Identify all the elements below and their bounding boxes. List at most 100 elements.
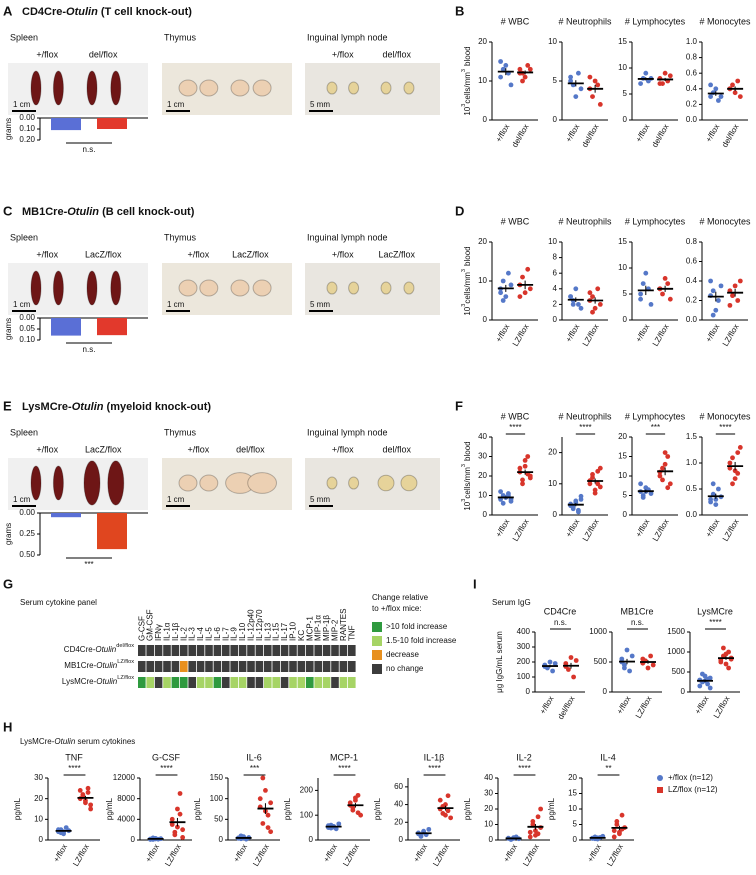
data-point: [85, 785, 91, 791]
data-point: [500, 66, 506, 72]
genotype-label: +/flox: [332, 444, 354, 454]
y-tick-label: 0.4: [686, 84, 698, 93]
y-tick-label: 10: [618, 63, 627, 72]
y-tick-label: 8: [553, 253, 558, 262]
scale-label: 1 cm: [167, 300, 185, 309]
row-label-part: Otulin: [96, 661, 117, 670]
data-point: [710, 312, 716, 318]
x-tick-label: LZ/flox: [511, 323, 531, 348]
organ: [178, 79, 198, 97]
y-axis-label: pg/mL: [283, 797, 292, 820]
cytokine-label: IL-1β: [171, 622, 180, 641]
heatmap-cell: [171, 661, 180, 672]
organ: [83, 460, 101, 506]
chart-title: # WBC: [501, 411, 530, 421]
panel-label: D: [455, 203, 464, 218]
y-tick-label: 1500: [667, 627, 685, 636]
data-point: [592, 490, 598, 496]
significance: ****: [338, 764, 350, 773]
data-point: [662, 461, 668, 467]
heatmap-cell: [314, 661, 322, 672]
data-point: [83, 798, 88, 804]
significance: n.s.: [631, 618, 644, 627]
heatmap-cell: [146, 677, 154, 688]
y-tick-label: 0.00: [19, 113, 35, 122]
y-tick-label: 5: [553, 76, 558, 85]
data-point: [665, 281, 671, 286]
chart-title: # Lymphocytes: [625, 16, 686, 26]
data-point: [638, 81, 643, 86]
data-point: [180, 827, 186, 833]
organ: [348, 476, 360, 490]
cytokine-label: IL-10: [238, 622, 247, 641]
x-tick-label: +/flox: [564, 518, 581, 539]
data-point: [657, 473, 663, 479]
heatmap-cell: [314, 677, 322, 688]
cytokine-label: MCP-1: [305, 616, 314, 641]
cytokine-label: IFNγ: [154, 624, 163, 641]
heatmap-cell: [238, 677, 247, 688]
data-point: [587, 74, 593, 80]
data-point: [611, 834, 617, 840]
data-point: [614, 819, 620, 824]
y-axis-label: pg/mL: [193, 797, 202, 820]
organ: [252, 79, 272, 97]
significance: **: [605, 764, 611, 773]
cytokine-label: IL-2: [179, 627, 188, 641]
data-point: [347, 800, 353, 806]
panel-title-part: Otulin: [67, 206, 99, 218]
x-tick-label: +/flox: [494, 323, 511, 344]
organ: [199, 474, 219, 492]
data-point: [619, 656, 625, 662]
y-tick-label: 0.05: [19, 324, 35, 333]
cytokine-label: IL-6: [213, 627, 222, 641]
organ: [178, 279, 198, 297]
y-tick-label: 100: [300, 810, 314, 819]
data-point: [568, 655, 574, 660]
data-point: [645, 665, 651, 671]
data-point: [570, 504, 576, 510]
significance: n.s.: [83, 145, 96, 154]
y-tick-label: 30: [34, 773, 43, 782]
data-point: [732, 476, 738, 481]
data-point: [737, 278, 743, 284]
y-axis-label-part: blood: [463, 246, 472, 266]
y-tick-label: 0: [526, 687, 531, 696]
x-tick-label: +/flox: [564, 323, 581, 344]
x-tick-label: +/flox: [494, 123, 511, 144]
heatmap-cell: [264, 677, 272, 688]
bar: [97, 118, 127, 129]
y-tick-label: 0: [219, 835, 224, 844]
heatmap-cell: [331, 645, 339, 656]
y-axis-label: pg/mL: [547, 797, 556, 820]
chart-title: IL-6: [246, 752, 262, 762]
y-tick-label: 5: [623, 89, 628, 98]
data-point: [710, 481, 716, 487]
data-point: [426, 826, 432, 832]
y-axis-label: pg/mL: [373, 797, 382, 820]
y-axis-label-part: cells/mm: [463, 272, 472, 304]
heatmap-cell: [331, 677, 339, 688]
chart-title: MB1Cre: [620, 606, 653, 616]
x-tick-label: LZ/flox: [431, 843, 451, 868]
y-tick-label: 0: [573, 835, 578, 844]
x-tick-label: LZ/flox: [581, 323, 601, 348]
cytokine-label: GM-CSF: [146, 609, 155, 641]
cytokine-label: IL-15: [272, 622, 281, 641]
x-tick-label: +/flox: [322, 843, 339, 864]
data-point: [716, 486, 721, 492]
data-point: [662, 276, 668, 281]
data-point: [660, 465, 665, 471]
y-axis-label-part: blood: [463, 46, 472, 66]
data-point: [263, 788, 268, 793]
y-axis-label-part: 10: [463, 501, 472, 510]
data-point: [723, 661, 729, 667]
x-tick-label: +/flox: [634, 518, 651, 539]
x-tick-label: del/flox: [650, 123, 670, 149]
panel-title-part: Otulin: [72, 401, 104, 413]
y-tick-label: 40: [394, 800, 403, 809]
data-point: [525, 266, 531, 272]
panel-title: MB1Cre-Otulin (B cell knock-out): [22, 206, 195, 218]
panel-title: LysMCre-Otulin (myeloid knock-out): [22, 401, 211, 413]
